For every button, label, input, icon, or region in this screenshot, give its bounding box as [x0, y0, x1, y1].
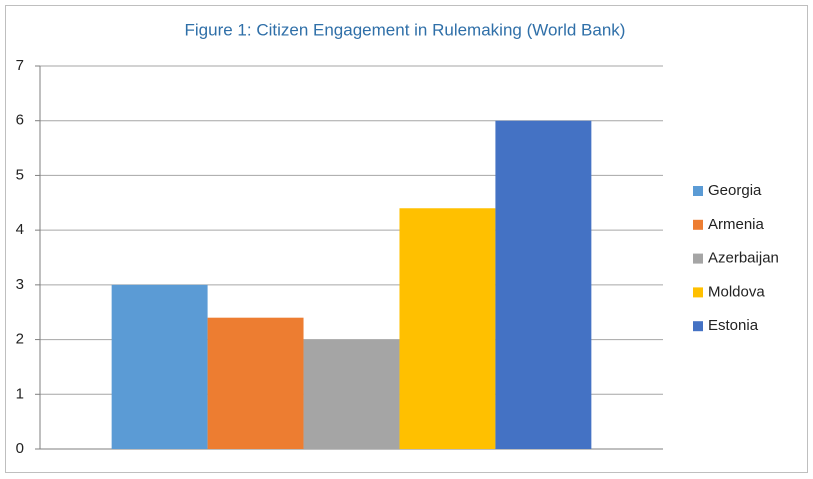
bar — [495, 120, 592, 449]
bar — [207, 317, 304, 449]
legend-swatch — [693, 321, 703, 332]
y-tick-label: 3 — [16, 276, 24, 293]
y-tick-label: 1 — [16, 385, 24, 402]
bar — [303, 339, 400, 449]
legend-label: Georgia — [708, 182, 762, 199]
legend-swatch — [693, 287, 703, 298]
y-tick-label: 6 — [16, 112, 24, 129]
legend-swatch — [693, 186, 703, 196]
legend-label: Moldova — [708, 283, 765, 300]
y-tick-label: 4 — [16, 221, 24, 238]
bar — [399, 208, 496, 449]
bar — [111, 284, 208, 449]
legend-swatch — [693, 219, 703, 230]
legend-label: Estonia — [708, 317, 759, 334]
legend-swatch — [693, 253, 703, 264]
y-tick-label: 2 — [16, 331, 24, 348]
legend-label: Armenia — [708, 216, 765, 233]
y-tick-label: 5 — [16, 166, 24, 183]
legend-label: Azerbaijan — [708, 250, 779, 267]
y-tick-label: 0 — [16, 440, 24, 457]
y-tick-label: 7 — [16, 57, 24, 74]
chart-title: Figure 1: Citizen Engagement in Rulemaki… — [185, 20, 626, 39]
